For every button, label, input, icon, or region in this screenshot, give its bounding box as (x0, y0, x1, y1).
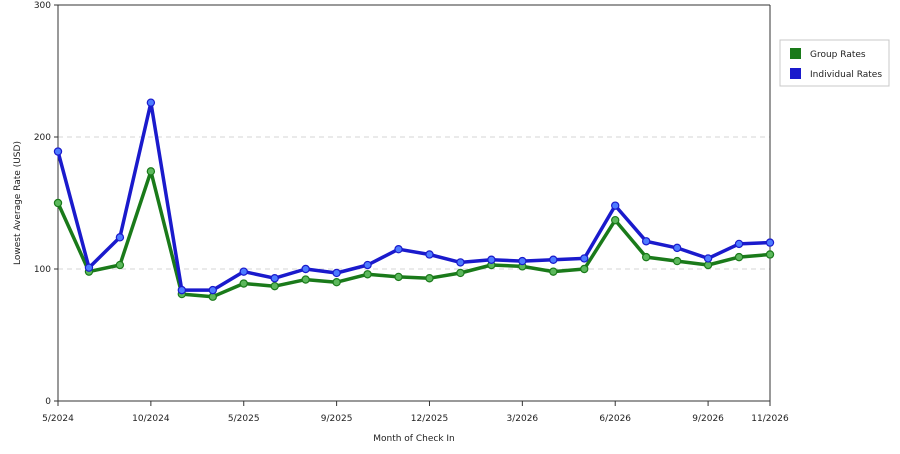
data-point-individual-rates (239, 267, 248, 276)
data-point-individual-rates (84, 263, 94, 272)
data-point-individual-rates (611, 201, 620, 210)
data-point-group-rates (146, 167, 156, 176)
legend-swatch-group-rates (790, 48, 801, 59)
data-point-individual-rates (672, 243, 682, 253)
data-point-individual-rates (146, 98, 156, 107)
x-axis-ticks: 5/2024 10/2024 5/2025 9/2025 12/2025 3/2026 6/… (42, 401, 789, 424)
data-point-group-rates (332, 278, 341, 287)
data-point-individual-rates (425, 250, 434, 259)
data-point-group-rates (549, 267, 558, 276)
data-point-individual-rates (394, 244, 403, 254)
data-point-individual-rates (115, 233, 125, 242)
data-point-individual-rates (270, 274, 279, 283)
y-axis-title: Lowest Average Rate (USD) (13, 141, 23, 265)
x-tick-label: 5/2024 (42, 414, 74, 424)
x-tick-label: 10/2024 (132, 414, 170, 424)
x-tick-label: 5/2025 (228, 414, 260, 424)
data-point-group-rates (456, 268, 465, 278)
data-point-individual-rates (703, 254, 713, 263)
x-tick-label: 6/2026 (599, 414, 631, 424)
series-line-group-rates (56, 169, 772, 299)
data-point-group-rates (734, 252, 744, 262)
data-point-group-rates (239, 279, 248, 288)
series (53, 98, 775, 301)
legend-label-individual-rates: Individual Rates (810, 70, 882, 80)
data-point-individual-rates (301, 264, 310, 274)
grid-lines (58, 136, 770, 270)
data-point-individual-rates (734, 239, 744, 249)
data-point-group-rates (641, 252, 651, 262)
data-point-group-rates (270, 281, 279, 291)
x-axis-title: Month of Check In (373, 434, 455, 444)
data-point-group-rates (611, 215, 620, 225)
x-tick-label: 12/2025 (411, 414, 448, 424)
y-axis-ticks: 0 100 200 300 (34, 1, 58, 407)
data-point-group-rates (394, 272, 403, 282)
data-point-group-rates (580, 264, 589, 274)
data-point-individual-rates (456, 258, 465, 267)
data-point-individual-rates (363, 260, 372, 270)
data-point-group-rates (301, 275, 310, 284)
x-tick-label: 11/2026 (751, 414, 789, 424)
data-point-individual-rates (177, 285, 187, 295)
data-point-group-rates (53, 198, 63, 208)
data-point-group-rates (115, 260, 125, 270)
data-point-individual-rates (53, 147, 63, 156)
data-point-individual-rates (518, 256, 527, 266)
x-tick-label: 3/2026 (507, 414, 539, 424)
legend-swatch-individual-rates (790, 68, 801, 79)
data-point-individual-rates (580, 254, 589, 263)
legend-label-group-rates: Group Rates (810, 50, 866, 60)
data-point-individual-rates (549, 255, 558, 264)
x-tick-label: 9/2025 (321, 414, 353, 424)
data-point-individual-rates (332, 268, 341, 278)
y-tick-label: 100 (34, 265, 51, 275)
data-point-individual-rates (641, 237, 651, 246)
y-tick-label: 0 (45, 397, 51, 407)
y-tick-label: 300 (34, 1, 51, 11)
y-tick-label: 200 (34, 133, 51, 143)
data-point-individual-rates (765, 238, 775, 247)
data-point-individual-rates (487, 255, 496, 264)
data-point-group-rates (672, 256, 682, 266)
data-point-group-rates (425, 274, 434, 283)
legend: Group Rates Individual Rates (779, 39, 890, 87)
data-point-group-rates (765, 250, 775, 259)
data-point-group-rates (363, 270, 372, 279)
x-tick-label: 9/2026 (692, 414, 724, 424)
axes (57, 4, 771, 402)
series-line-individual-rates (56, 100, 772, 292)
data-point-individual-rates (208, 285, 217, 295)
